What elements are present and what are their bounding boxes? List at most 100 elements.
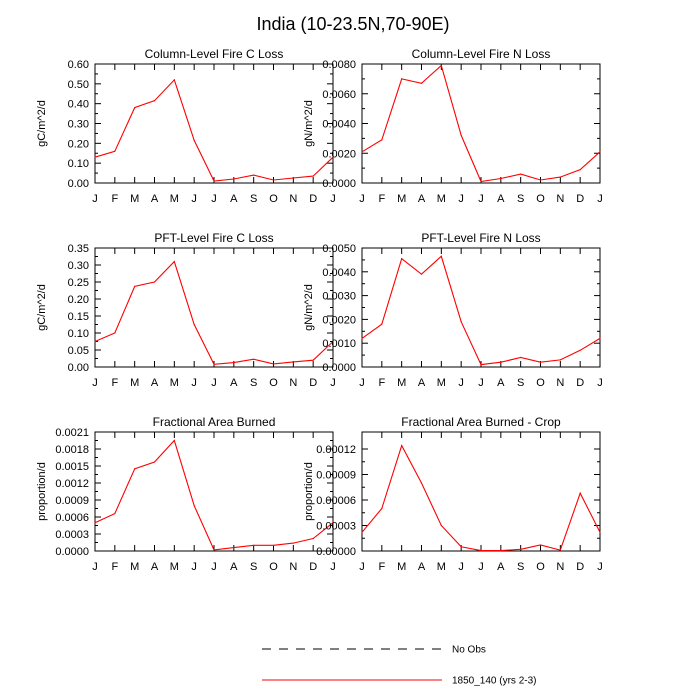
y-tick-label: 0.00006 (316, 495, 356, 507)
x-tick-label: J (191, 377, 197, 389)
data-point (539, 544, 542, 546)
y-axis-label: proportion/d (36, 462, 48, 521)
y-tick-label: 0.00012 (316, 444, 356, 456)
x-tick-label: M (437, 193, 446, 205)
plot-frame (94, 63, 334, 184)
data-point (312, 175, 314, 177)
y-tick-label: 0.0060 (322, 89, 356, 101)
x-tick-label: O (536, 377, 545, 389)
plot-frame (94, 247, 334, 368)
series-line (361, 444, 601, 552)
chart-panel-5: Fractional Area Burned 0.0000 0.0003 0.0006… (36, 415, 336, 573)
x-tick-label: N (556, 561, 564, 573)
x-tick-label: A (230, 561, 238, 573)
x-tick-label: J (458, 377, 464, 389)
y-tick-label: 0.00 (68, 178, 89, 190)
chart-panel-2: Column-Level Fire N Loss 0.0000 0.0020 0.00… (303, 47, 603, 205)
y-tick-label: 0.00009 (316, 470, 356, 482)
data-point (153, 281, 156, 283)
y-tick-label: 0.20 (68, 294, 89, 306)
y-tick-label: 0.20 (68, 138, 89, 150)
x-tick-label: J (478, 377, 484, 389)
x-tick-label: M (130, 377, 139, 389)
y-tick-label: 0.0000 (55, 546, 89, 558)
x-tick-label: J (458, 561, 464, 573)
y-tick-label: 0.0010 (322, 338, 356, 350)
x-tick-label: N (289, 193, 297, 205)
series-line (361, 255, 601, 366)
data-point (272, 179, 275, 181)
panel-grid: Column-Level Fire C Loss 0.00 0.10 0.20 0.30… (36, 47, 603, 573)
data-point (599, 531, 601, 533)
chart-panel-1: Column-Level Fire C Loss 0.00 0.10 0.20 0.30… (36, 47, 336, 205)
x-tick-label: A (497, 561, 505, 573)
y-tick-label: 0.0050 (322, 243, 356, 255)
data-point (312, 537, 314, 540)
data-point (213, 549, 215, 551)
x-tick-label: J (92, 561, 98, 573)
x-tick-label: D (309, 193, 317, 205)
data-point (420, 82, 423, 84)
x-tick-label: D (576, 561, 584, 573)
x-tick-label: D (309, 561, 317, 573)
data-point (440, 524, 442, 527)
y-tick-label: 0.10 (68, 328, 89, 340)
panel-title: PFT-Level Fire N Loss (421, 231, 540, 245)
x-tick-label: J (330, 561, 336, 573)
series-line (361, 64, 601, 183)
legend-label: 1850_140 (yrs 2-3) (452, 676, 537, 687)
y-tick-label: 0.0006 (55, 512, 89, 524)
data-point (361, 531, 363, 533)
x-tick-label: M (170, 377, 179, 389)
y-tick-label: 0.30 (68, 119, 89, 131)
x-tick-label: J (359, 377, 365, 389)
data-point (332, 522, 334, 524)
x-tick-label: S (250, 193, 257, 205)
y-tick-label: 0.00003 (316, 521, 356, 533)
panel-title: Fractional Area Burned - Crop (401, 415, 561, 429)
data-point (599, 151, 601, 153)
x-tick-label: J (92, 193, 98, 205)
data-point (520, 173, 522, 175)
x-tick-label: M (437, 377, 446, 389)
plot-frame (361, 431, 601, 552)
x-tick-label: J (211, 561, 217, 573)
x-tick-label: O (269, 561, 278, 573)
data-point (173, 439, 175, 442)
data-point (173, 261, 175, 263)
data-point (114, 332, 116, 334)
data-point (312, 359, 314, 361)
data-point (480, 364, 482, 366)
data-point (153, 100, 156, 102)
y-axis-label: gN/m^2/d (303, 100, 315, 147)
data-point (401, 258, 403, 260)
y-tick-label: 0.0015 (55, 461, 89, 473)
y-tick-label: 0.0021 (55, 427, 89, 439)
y-tick-label: 0.30 (68, 260, 89, 272)
data-point (559, 359, 561, 361)
data-point (253, 358, 255, 360)
x-tick-label: A (418, 377, 426, 389)
x-tick-label: S (517, 193, 524, 205)
data-point (173, 79, 175, 81)
panel-title: Column-Level Fire C Loss (145, 47, 284, 61)
y-tick-label: 0.0018 (55, 444, 89, 456)
data-point (381, 139, 383, 141)
y-axis-label: gN/m^2/d (303, 284, 315, 331)
data-point (500, 549, 502, 552)
data-point (460, 321, 462, 323)
data-point (134, 107, 136, 109)
x-tick-label: F (111, 377, 118, 389)
data-point (213, 180, 215, 182)
data-point (153, 461, 156, 463)
x-tick-label: D (576, 377, 584, 389)
x-tick-label: A (230, 377, 238, 389)
data-point (559, 549, 561, 551)
chart-panel-4: PFT-Level Fire N Loss 0.0000 0.0010 0.0020 0… (303, 231, 603, 389)
x-tick-label: M (170, 561, 179, 573)
x-tick-label: S (250, 377, 257, 389)
x-tick-label: A (151, 377, 159, 389)
y-tick-label: 0.35 (68, 243, 89, 255)
data-point (233, 178, 235, 180)
panel-title: Fractional Area Burned (153, 415, 276, 429)
